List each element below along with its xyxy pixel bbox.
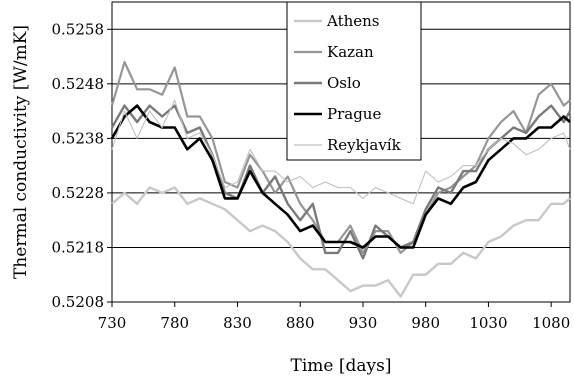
legend-box <box>286 1 422 161</box>
x-tick-label: 830 <box>223 314 252 332</box>
x-tick-label: 930 <box>349 314 378 332</box>
series-lines <box>110 60 572 298</box>
legend: Athens Kazan Oslo Prague Reykjavík <box>286 1 422 161</box>
x-tick-label: 780 <box>160 314 189 332</box>
x-tick-label: 980 <box>411 314 440 332</box>
legend-label-reykjavk: Reykjavík <box>327 136 402 154</box>
x-tick-label: 1080 <box>532 314 570 332</box>
y-tick-label: 0.5218 <box>52 238 105 256</box>
y-tick-label: 0.5258 <box>52 20 105 38</box>
y-tick-label: 0.5238 <box>52 129 105 147</box>
series-line-kazan <box>110 60 571 254</box>
y-axis-ticks: 0.5208 0.5218 0.5228 0.5238 0.5248 0.5258 <box>52 20 112 311</box>
y-tick-label: 0.5208 <box>52 293 105 311</box>
legend-label-oslo: Oslo <box>327 74 361 92</box>
x-axis-ticks: 730 780 830 880 930 980 1030 1080 <box>98 302 570 332</box>
legend-label-athens: Athens <box>326 12 380 30</box>
x-axis-label: Time [days] <box>291 356 392 376</box>
series-line-reykjavk <box>111 99 571 205</box>
y-axis-label: Thermal conductivity [W/mK] <box>11 25 31 279</box>
legend-label-prague: Prague <box>327 105 381 123</box>
series-line-prague <box>110 104 571 249</box>
series-line-athens <box>111 186 571 298</box>
y-tick-label: 0.5228 <box>52 184 105 202</box>
x-tick-label: 880 <box>286 314 315 332</box>
y-tick-label: 0.5248 <box>52 75 105 93</box>
legend-label-kazan: Kazan <box>327 43 374 61</box>
x-tick-label: 730 <box>98 314 127 332</box>
x-tick-label: 1030 <box>469 314 507 332</box>
